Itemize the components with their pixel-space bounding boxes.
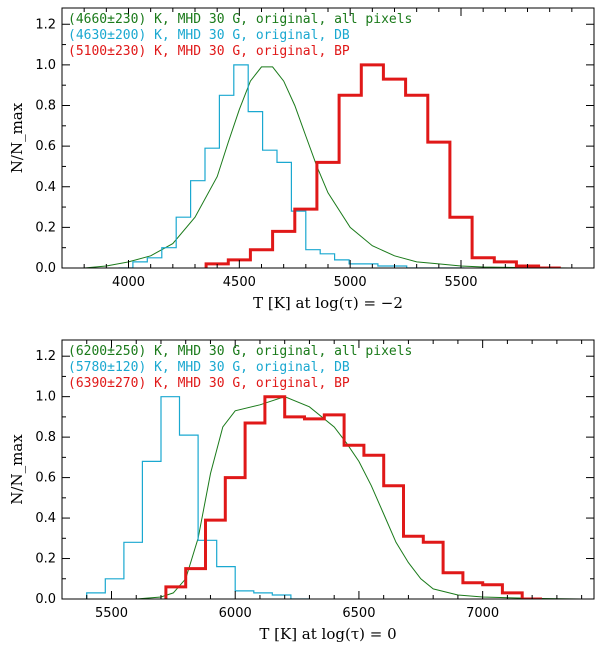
series-bp — [164, 395, 542, 599]
legend-entry: (4630±200) K, MHD 30 G, original, DB — [68, 28, 350, 43]
y-axis-label: N/N_max — [8, 434, 26, 505]
x-tick-label: 5000 — [334, 275, 367, 290]
y-tick-label: 0.2 — [35, 220, 56, 235]
y-tick-label: 0.0 — [35, 592, 56, 607]
plot-frame — [61, 339, 595, 600]
series-all-pixels — [136, 396, 582, 599]
x-axis-label: T [K] at log(τ) = −2 — [253, 294, 403, 312]
x-tick-label: 5500 — [95, 606, 128, 621]
y-tick-label: 0.8 — [35, 430, 56, 445]
legend-entry: (5100±230) K, MHD 30 G, original, BP — [68, 44, 350, 59]
x-tick-label: 6500 — [342, 606, 375, 621]
y-tick-label: 0.4 — [35, 511, 56, 526]
series-db — [86, 396, 310, 599]
y-tick-label: 0.6 — [35, 139, 56, 154]
legend-entry: (4660±230) K, MHD 30 G, original, all pi… — [68, 12, 412, 27]
legend-entry: (5780±120) K, MHD 30 G, original, DB — [68, 360, 350, 375]
x-axis-label: T [K] at log(τ) = 0 — [259, 625, 396, 643]
chart-panel-2: 5500 6000 6500 7000 0.0 0.2 0.4 0.6 0.8 1.0 1.2 T [… — [8, 339, 595, 643]
y-tick-label: 0.2 — [35, 552, 56, 567]
y-tick-label: 1.0 — [35, 58, 56, 73]
series-bp — [204, 63, 561, 268]
plot-area — [86, 395, 582, 599]
y-tick-label: 1.0 — [35, 390, 56, 405]
series-db — [118, 64, 465, 268]
y-tick-label: 1.2 — [35, 349, 56, 364]
legend-entry: (6200±250) K, MHD 30 G, original, all pi… — [68, 344, 412, 359]
y-tick-label: 1.2 — [35, 17, 56, 32]
x-tick-label: 6000 — [219, 606, 252, 621]
x-tick-label: 7000 — [466, 606, 499, 621]
chart-panel-1: 4000 4500 5000 5500 0.0 0.2 0.4 0.6 0.8 1.0 1.2 T [… — [8, 7, 595, 312]
x-tick-label: 4000 — [112, 275, 145, 290]
y-tick-label: 0.8 — [35, 99, 56, 114]
x-tick-label: 4500 — [223, 275, 256, 290]
series-all-pixels — [84, 66, 572, 268]
legend-entry: (6390±270) K, MHD 30 G, original, BP — [68, 376, 350, 391]
y-axis-label: N/N_max — [8, 102, 26, 173]
x-tick-label: 5500 — [444, 275, 477, 290]
y-tick-label: 0.4 — [35, 180, 56, 195]
plot-area — [84, 63, 572, 268]
y-tick-label: 0.0 — [35, 261, 56, 276]
y-tick-label: 0.6 — [35, 471, 56, 486]
